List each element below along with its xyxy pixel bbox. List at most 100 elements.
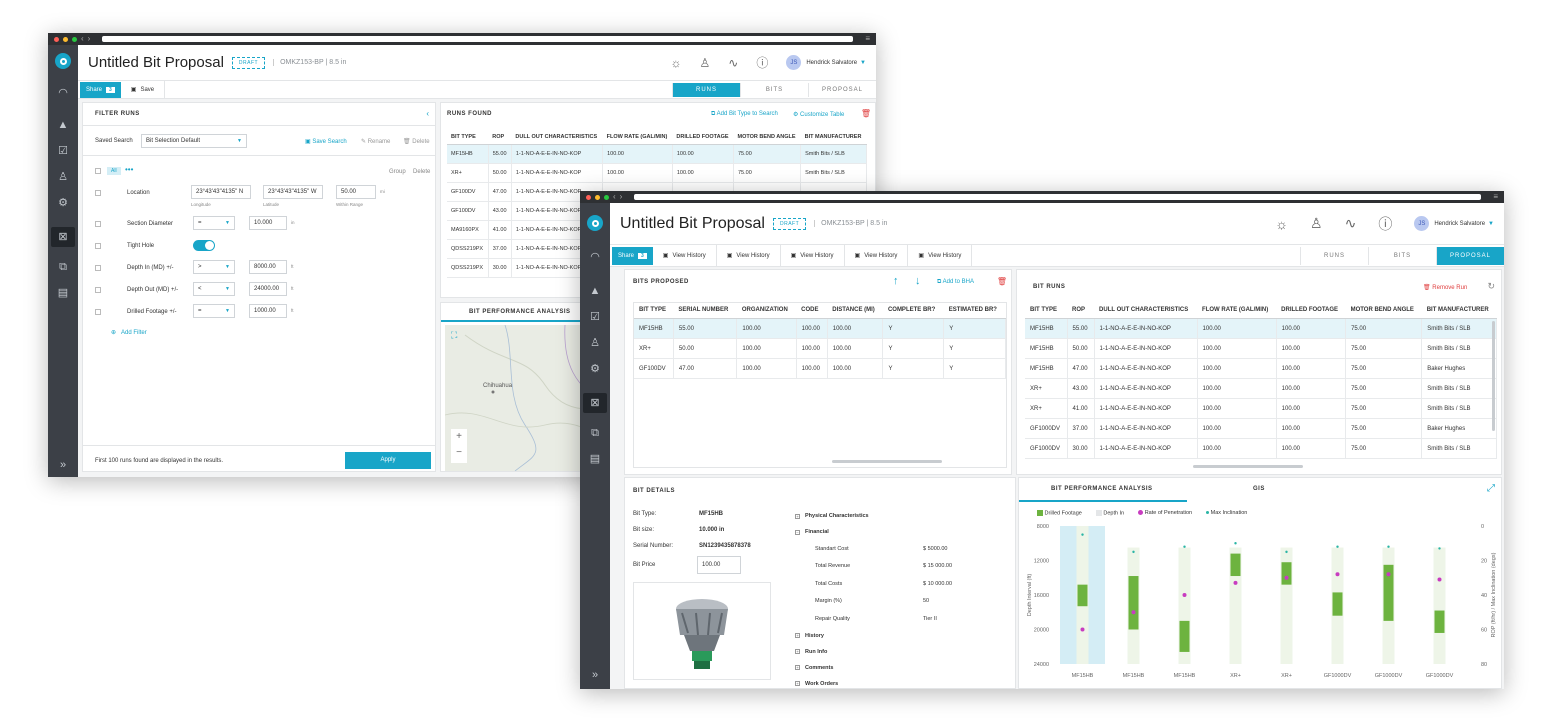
col-rop[interactable]: ROP — [1067, 303, 1095, 319]
bit-price-input[interactable]: 100.00 — [697, 556, 741, 574]
checklist-icon[interactable]: ☑ — [58, 145, 68, 157]
close-dot[interactable] — [586, 194, 591, 200]
latitude-input[interactable]: 23°43'43"4135" W — [263, 185, 323, 199]
col-organization[interactable]: ORGANIZATION — [736, 303, 797, 319]
tab-runs[interactable]: RUNS — [1300, 246, 1368, 265]
help-icon[interactable]: ⓘ — [756, 56, 769, 70]
view-history-button-4[interactable]: ▣ View History — [845, 244, 909, 267]
document-icon[interactable]: ▤ — [57, 287, 69, 299]
depth-in-input[interactable]: 8000.00 — [249, 260, 287, 274]
apply-button[interactable]: Apply — [345, 452, 431, 469]
help-icon[interactable]: ⓘ — [1378, 215, 1393, 232]
col-flow[interactable]: FLOW RATE (gal/min) — [1197, 303, 1277, 319]
comments-section[interactable]: + Comments — [795, 664, 834, 671]
menu-icon[interactable]: ≡ — [865, 34, 870, 43]
view-history-button-1[interactable]: ▣ View History — [653, 244, 717, 267]
tab-bit-performance[interactable]: BIT PERFORMANCE ANALYSIS — [1051, 486, 1153, 492]
tab-proposal[interactable]: PROPOSAL — [808, 82, 876, 97]
drilled-footage-operator[interactable]: = ▼ — [193, 304, 235, 318]
view-history-button-3[interactable]: ▣ View History — [781, 244, 845, 267]
gear-icon[interactable]: ⚙ — [58, 197, 68, 209]
expand-icon[interactable]: ⤢ — [1487, 483, 1495, 494]
col-distance[interactable]: DISTANCE (mi) — [827, 303, 883, 319]
location-checkbox[interactable] — [95, 190, 101, 196]
add-filter-button[interactable]: ⊕ Add Filter — [111, 330, 147, 336]
vertical-scrollbar[interactable] — [1492, 321, 1495, 431]
col-complete-br[interactable]: COMPLETE BR? — [882, 303, 944, 319]
zoom-in-button[interactable]: + — [456, 431, 462, 442]
view-history-button-2[interactable]: ▣ View History — [717, 244, 781, 267]
section-diameter-input[interactable]: 10.000 — [249, 216, 287, 230]
trash-icon[interactable]: 🗑 — [996, 277, 1007, 286]
depth-out-checkbox[interactable] — [95, 287, 101, 293]
move-up-icon[interactable]: ↑ — [893, 275, 899, 287]
address-bar[interactable] — [634, 194, 1482, 200]
col-motor[interactable]: MOTOR BEND ANGLE — [1345, 303, 1422, 319]
more-options-icon[interactable]: ••• — [125, 165, 134, 174]
col-motor[interactable]: MOTOR BEND ANGLE — [733, 131, 801, 145]
longitude-input[interactable]: 23°43'43"4135" N — [191, 185, 251, 199]
remove-run-button[interactable]: 🗑 Remove Run — [1423, 285, 1468, 291]
rename-button[interactable]: ✎ Rename — [361, 139, 391, 145]
logo-icon[interactable] — [55, 53, 71, 69]
col-manufacturer[interactable]: BIT MANUFACTURER — [1421, 303, 1497, 319]
drilled-footage-input[interactable]: 1000.00 — [249, 304, 287, 318]
table-row[interactable]: GF1000DV 37.00 1-1-NO-A-E-E-IN-NO-KOP 100.0… — [1025, 418, 1497, 439]
back-arrow-icon[interactable]: ‹ — [613, 192, 616, 201]
table-row[interactable]: MF15HB 47.00 1-1-NO-A-E-E-IN-NO-KOP 100.00 1… — [1025, 358, 1497, 379]
tab-runs[interactable]: RUNS — [672, 82, 740, 97]
customize-table-button[interactable]: ⚙ Customize Table — [793, 112, 845, 118]
col-bit-type[interactable]: BIT TYPE — [634, 303, 674, 319]
saved-search-select[interactable]: Bit Selection Default ▼ — [141, 134, 247, 148]
group-button[interactable]: Group — [389, 169, 406, 175]
table-row[interactable]: MF15HB 50.00 1-1-NO-A-E-E-IN-NO-KOP 100.00 1… — [1025, 338, 1497, 359]
col-footage[interactable]: DRILLED FOOTAGE — [1276, 303, 1346, 319]
fullscreen-icon[interactable]: ⛶ — [451, 330, 458, 340]
hierarchy-icon[interactable]: ⧉ — [591, 427, 599, 439]
navigation-icon[interactable]: ▲ — [57, 119, 69, 131]
maximize-dot[interactable] — [604, 194, 609, 200]
add-bit-type-button[interactable]: ⧉ Add Bit Type to Search — [711, 111, 778, 117]
col-manufacturer[interactable]: BIT MANUFACTURER — [800, 131, 867, 145]
user-search-icon[interactable]: ♙ — [699, 55, 711, 70]
table-row[interactable]: MF15HB 55.00 1-1-NO-A-E-E-IN-NO-KOP 100.00 1… — [1025, 318, 1497, 339]
trash-icon[interactable]: 🗑 — [860, 109, 871, 118]
address-bar[interactable] — [102, 36, 854, 42]
col-dull[interactable]: DULL OUT CHARACTERISTICS — [1094, 303, 1198, 319]
user-menu[interactable]: JS Hendrick Salvatore ▼ — [1414, 216, 1494, 231]
add-to-bha-button[interactable]: ⧉ Add to BHA — [937, 279, 974, 285]
table-row[interactable]: MF15HB 55.00 1-1-NO-A-E-E-IN-NO-KOP 100.00 1… — [447, 144, 867, 164]
horizontal-scrollbar[interactable] — [832, 460, 942, 463]
expand-chevrons-icon[interactable]: » — [591, 669, 599, 681]
depth-out-operator[interactable]: < ▼ — [193, 282, 235, 296]
refresh-icon[interactable]: ↻ — [1487, 281, 1495, 291]
table-row[interactable]: XR+ 50.00 100.00 100.00 100.00 Y Y — [634, 338, 1006, 359]
col-serial[interactable]: SERIAL NUMBER — [673, 303, 737, 319]
tab-gis[interactable]: GIS — [1253, 486, 1265, 492]
gauge-icon[interactable]: ◠ — [58, 87, 68, 99]
select-all-checkbox[interactable] — [95, 168, 101, 174]
col-footage[interactable]: DRILLED FOOTAGE — [672, 131, 734, 145]
col-bit-type[interactable]: BIT TYPE — [1025, 303, 1068, 319]
section-diameter-operator[interactable]: = ▼ — [193, 216, 235, 230]
forward-arrow-icon[interactable]: › — [87, 34, 91, 43]
col-bit-type[interactable]: BIT TYPE — [447, 131, 489, 145]
save-button[interactable]: ▣ Save — [121, 80, 166, 99]
col-flow[interactable]: FLOW RATE (gal/min) — [602, 131, 673, 145]
minimize-dot[interactable] — [63, 36, 68, 42]
physical-section[interactable]: + Physical Characteristics — [795, 513, 869, 519]
document-icon[interactable]: ▤ — [589, 453, 601, 465]
table-row[interactable]: XR+ 50.00 1-1-NO-A-E-E-IN-NO-KOP 100.00 100.… — [447, 163, 867, 183]
delete-group-button[interactable]: Delete — [413, 169, 431, 175]
table-row[interactable]: GF100DV 47.00 100.00 100.00 100.00 Y Y — [634, 358, 1006, 379]
financial-section[interactable]: − Financial — [795, 529, 829, 535]
history-section[interactable]: + History — [795, 632, 824, 639]
col-dull[interactable]: DULL OUT CHARACTERISTICS — [511, 131, 603, 145]
col-code[interactable]: CODE — [796, 303, 828, 319]
work-orders-section[interactable]: + Work Orders — [795, 680, 839, 687]
calculator-icon[interactable]: ⊠ — [51, 227, 75, 247]
col-estimated-br[interactable]: ESTIMATED BR? — [943, 303, 1006, 319]
lightbulb-icon[interactable]: ☼ — [1275, 215, 1289, 232]
tight-hole-checkbox[interactable] — [95, 243, 101, 249]
zoom-out-button[interactable]: − — [456, 447, 462, 458]
